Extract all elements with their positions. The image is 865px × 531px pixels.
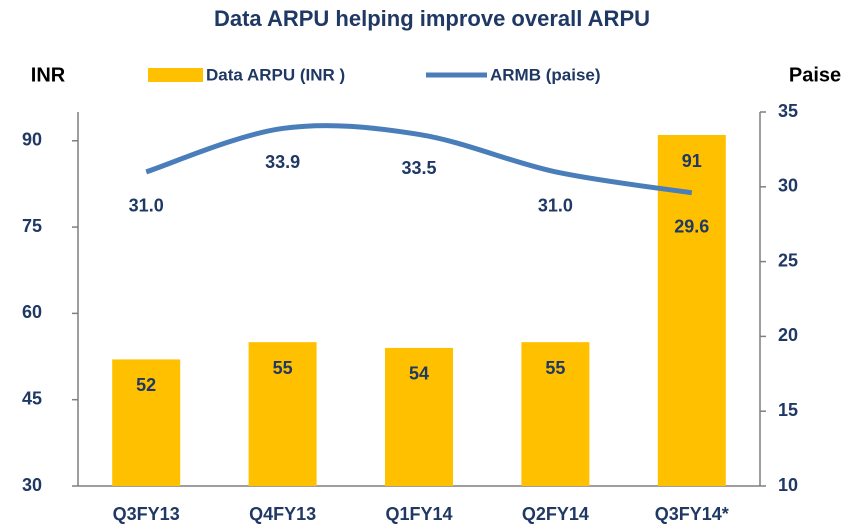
y-tick-label: 45 [22, 388, 42, 408]
x-tick-label: Q4FY13 [249, 504, 316, 524]
y2-tick-label: 10 [778, 475, 798, 495]
x-tick-label: Q3FY13 [113, 504, 180, 524]
y-tick-label: 75 [22, 216, 42, 236]
line-value-label: 29.6 [674, 217, 709, 237]
line-value-label: 33.9 [265, 152, 300, 172]
x-tick-label: Q3FY14* [655, 504, 729, 524]
y-tick-label: 60 [22, 302, 42, 322]
bar [112, 359, 181, 486]
legend-label: Data ARPU (INR ) [206, 65, 345, 84]
y-tick-label: 90 [22, 130, 42, 150]
y2-tick-label: 30 [778, 176, 798, 196]
bar [521, 342, 590, 486]
chart-title: Data ARPU helping improve overall ARPU [214, 6, 650, 31]
y2-tick-label: 25 [778, 250, 798, 270]
bar [385, 347, 453, 486]
bar-value-label: 55 [273, 358, 293, 378]
x-tick-label: Q2FY14 [522, 504, 589, 524]
bar-value-label: 55 [545, 358, 565, 378]
y2-tick-label: 15 [778, 400, 798, 420]
y2-tick-label: 35 [778, 101, 798, 121]
bar-value-label: 91 [682, 151, 702, 171]
y2-tick-label: 20 [778, 325, 798, 345]
legend-swatch [148, 68, 203, 82]
bar-value-label: 54 [409, 364, 429, 384]
y-axis-label: INR [31, 64, 66, 86]
line-value-label: 33.5 [401, 158, 436, 178]
legend-label: ARMB (paise) [490, 65, 601, 84]
line-value-label: 31.0 [538, 196, 573, 216]
y-tick-label: 30 [22, 475, 42, 495]
x-tick-label: Q1FY14 [385, 504, 452, 524]
bar [248, 342, 317, 486]
y2-axis-label: Paise [789, 64, 841, 86]
bar-value-label: 52 [136, 375, 156, 395]
bar [657, 135, 726, 486]
line-value-label: 31.0 [129, 196, 164, 216]
line [145, 123, 693, 196]
